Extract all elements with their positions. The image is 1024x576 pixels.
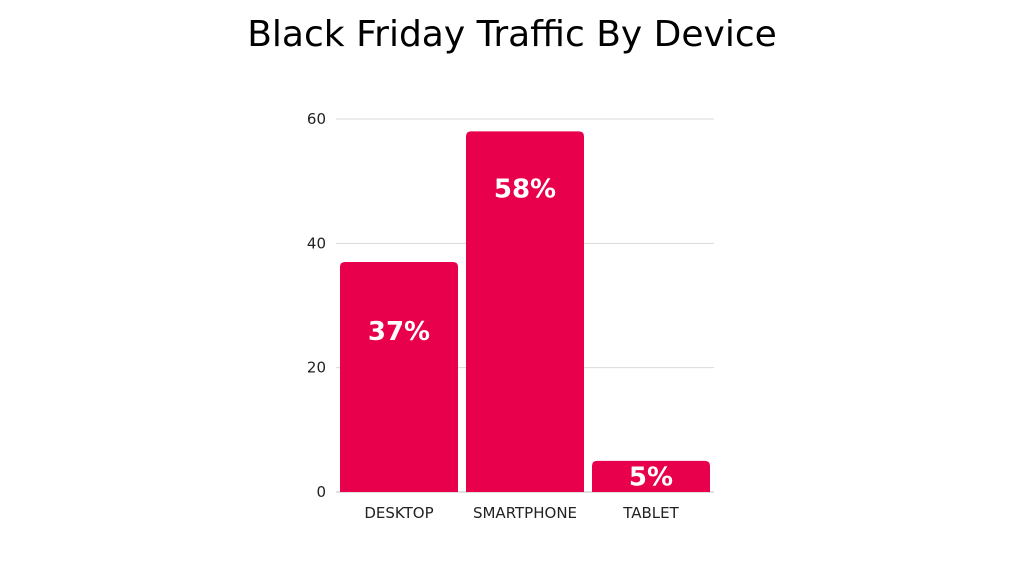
data-label-smartphone: 58%	[494, 174, 556, 204]
y-axis-ticks: 0 20 40 60	[307, 110, 326, 501]
bars	[340, 131, 710, 492]
data-label-tablet: 5%	[629, 462, 673, 492]
chart-title: Black Friday Traffic By Device	[247, 14, 777, 55]
category-label-desktop: DESKTOP	[364, 504, 433, 522]
category-label-tablet: TABLET	[622, 504, 679, 522]
data-label-desktop: 37%	[368, 317, 430, 347]
bar-smartphone	[466, 131, 584, 492]
data-labels: 37% 58% 5%	[368, 174, 673, 492]
category-labels: DESKTOP SMARTPHONE TABLET	[364, 504, 679, 522]
y-tick-label: 60	[307, 110, 326, 128]
y-tick-label: 40	[307, 234, 326, 252]
bar-tablet	[592, 460, 710, 492]
y-tick-label: 20	[307, 359, 326, 377]
bar-desktop	[340, 261, 458, 492]
y-tick-label: 0	[316, 483, 326, 501]
category-label-smartphone: SMARTPHONE	[473, 504, 577, 522]
